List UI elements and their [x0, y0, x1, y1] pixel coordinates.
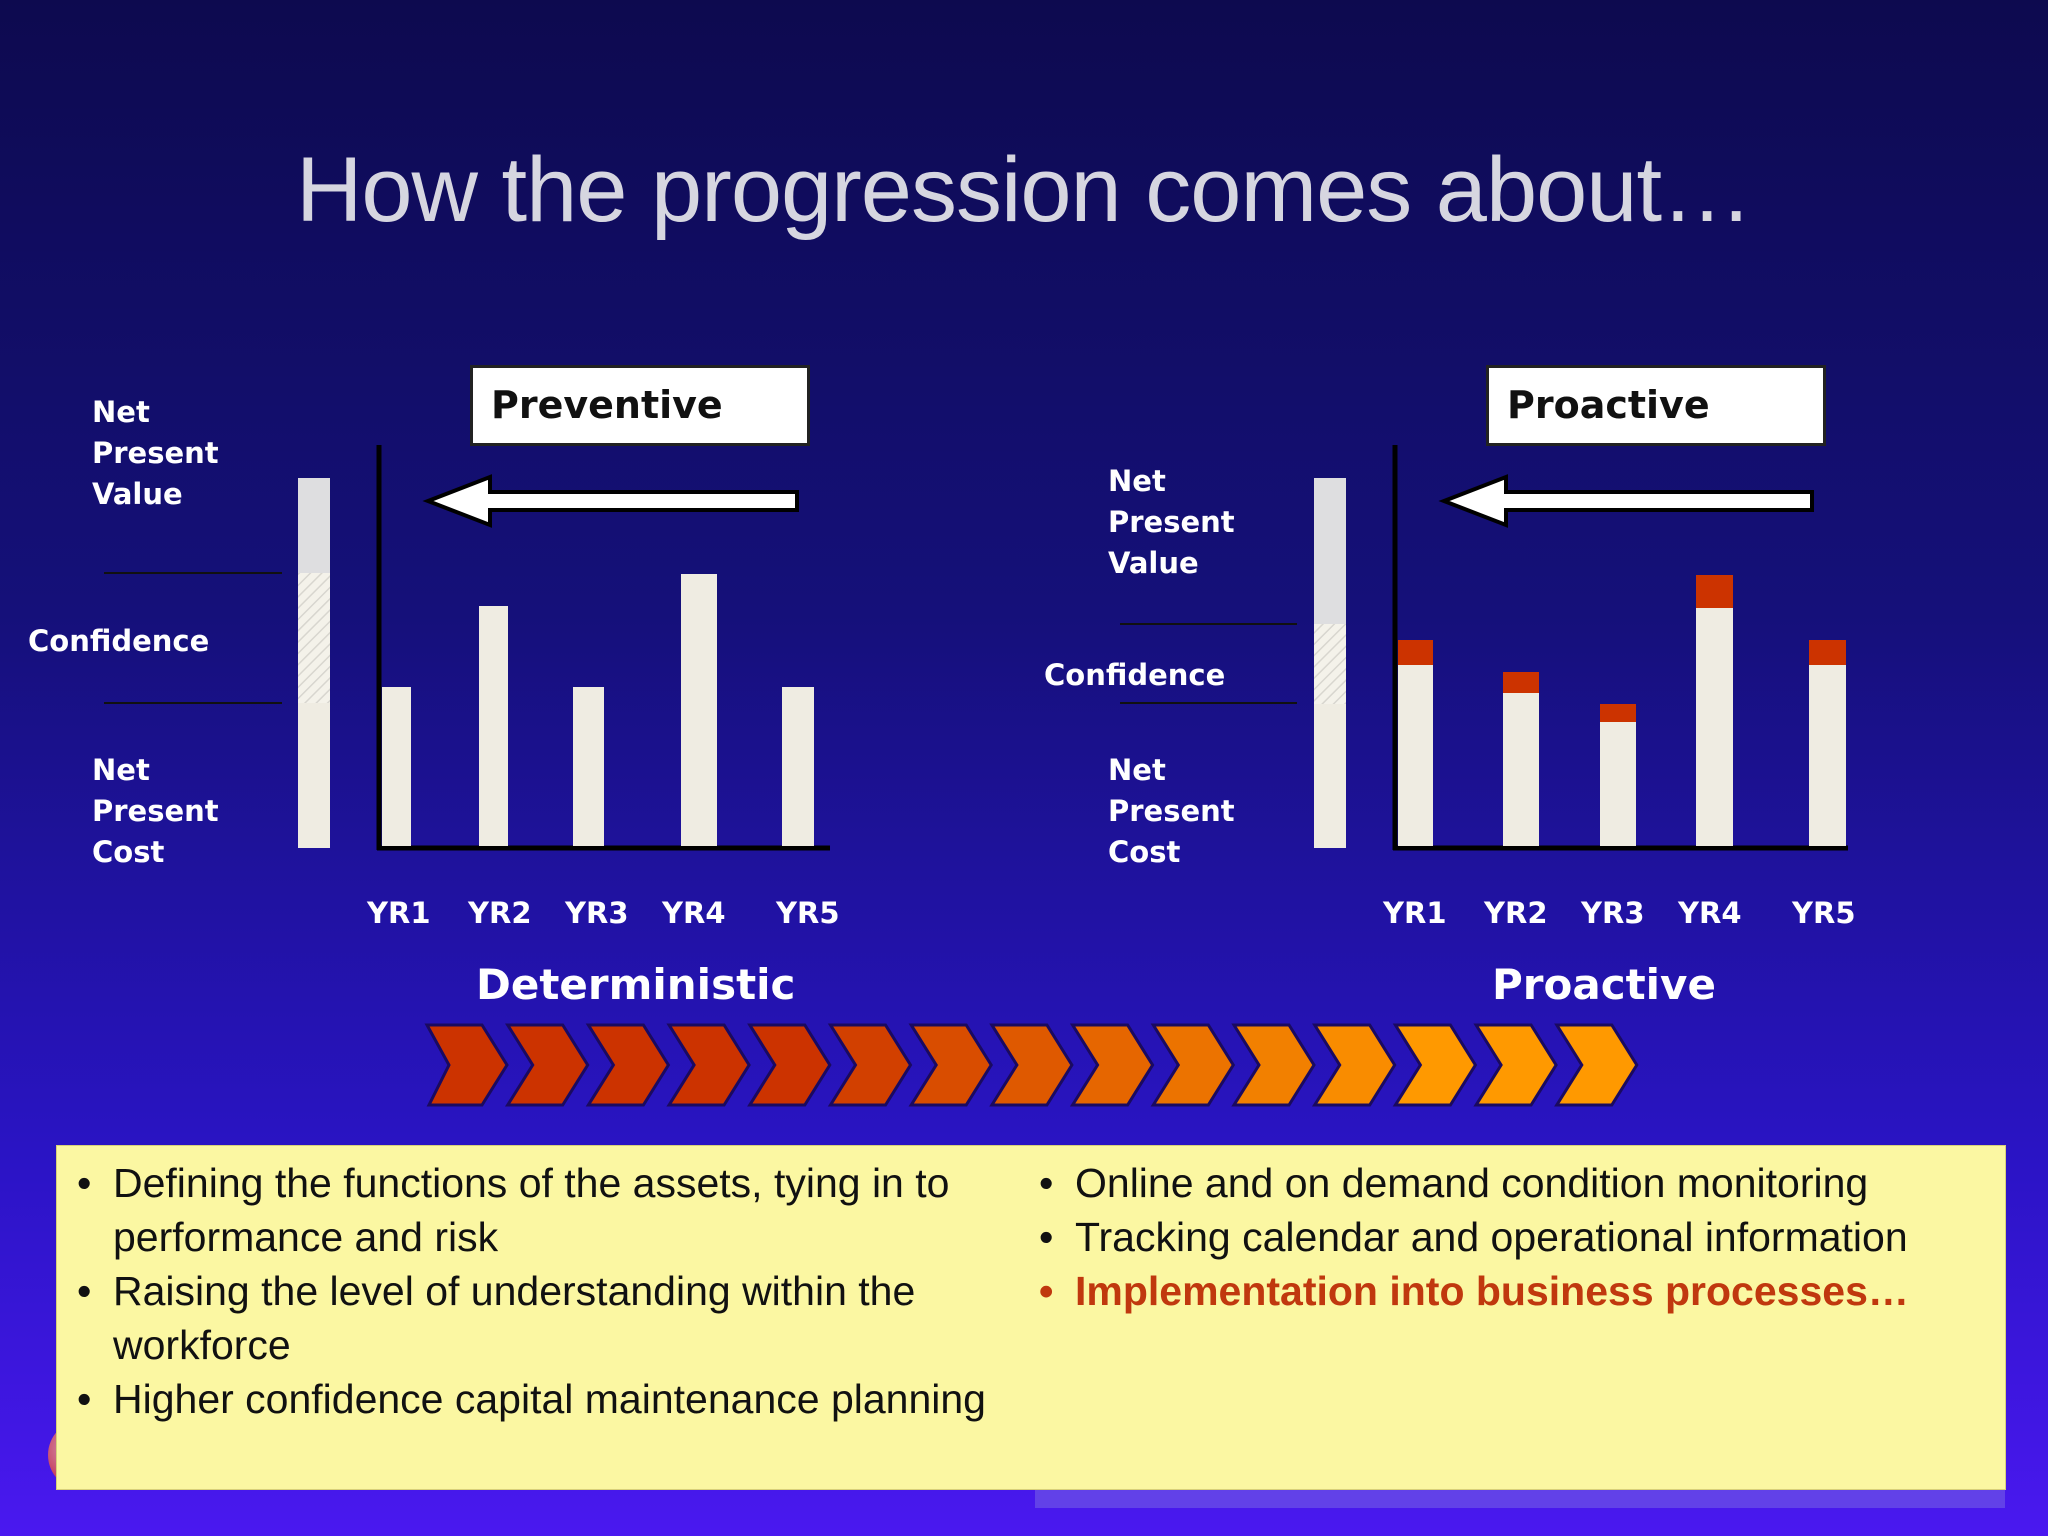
left-year-label: YR5 — [776, 896, 840, 930]
chevron-icon — [827, 1023, 913, 1107]
left-year-label: YR2 — [468, 896, 532, 930]
right-year-label: YR2 — [1484, 896, 1548, 930]
left-bar-yr1 — [382, 687, 411, 846]
right-bar-yr3 — [1600, 704, 1636, 846]
left-npv-label: Net Present Value — [92, 395, 219, 511]
left-bar-yr2 — [479, 606, 508, 846]
bullet-item: • Defining the functions of the assets, t… — [77, 1160, 950, 1260]
chevron-icon — [747, 1023, 832, 1107]
right-bar-yr5 — [1809, 640, 1846, 846]
chevron-icon — [666, 1023, 751, 1107]
chevron-icon — [989, 1023, 1074, 1107]
right-bar-yr2 — [1503, 672, 1539, 846]
slide-title: How the progression comes about… — [295, 139, 1753, 241]
left-year-label: YR3 — [565, 896, 629, 930]
right-axes — [1392, 445, 1848, 851]
right-year-label: YR5 — [1792, 896, 1856, 930]
right-year-label: YR1 — [1383, 896, 1447, 930]
chevron-icon — [1473, 1023, 1558, 1107]
right-npv-label: Net Present Value — [1108, 464, 1235, 580]
left-arrow-left-icon — [422, 474, 799, 528]
chevron-icon — [585, 1023, 671, 1107]
bullet-item: • Tracking calendar and operational infor… — [1039, 1214, 1908, 1260]
right-bar-yr4 — [1696, 575, 1733, 846]
left-bar-yr5 — [782, 687, 814, 846]
left-bullet-list: • Defining the functions of the assets, t… — [71, 1156, 1031, 1426]
deterministic-label: Deterministic — [476, 960, 796, 1009]
right-bar-yr1 — [1398, 640, 1433, 846]
right-year-label: YR3 — [1581, 896, 1645, 930]
chevron-icon — [1231, 1023, 1316, 1107]
chevron-icon — [1069, 1023, 1155, 1107]
left-confidence-label: Confidence — [28, 624, 210, 658]
chevron-icon — [1554, 1023, 1639, 1107]
left-bar-yr4 — [681, 574, 717, 846]
right-npc-label: Net Present Cost — [1108, 753, 1235, 869]
left-year-label: YR1 — [367, 896, 431, 930]
left-confidence-bar — [298, 478, 330, 848]
right-confidence-label: Confidence — [1044, 658, 1226, 692]
chevron-icon — [424, 1023, 509, 1107]
bullet-item: • Online and on demand condition monitori… — [1039, 1160, 1869, 1206]
left-bar-yr3 — [573, 687, 604, 846]
left-npc-label: Net Present Cost — [92, 753, 219, 869]
right-confidence-bar — [1314, 478, 1346, 848]
bullet-item: • Higher confidence capital maintenance p… — [77, 1376, 986, 1422]
chevron-icon — [504, 1023, 590, 1107]
chevron-icon — [1150, 1023, 1236, 1107]
right-arrow-left-icon — [1438, 474, 1814, 528]
chevron-icon — [908, 1023, 993, 1107]
left-axes — [376, 445, 830, 851]
chevron-icon — [1392, 1023, 1478, 1107]
proactive-label: Proactive — [1492, 960, 1716, 1009]
right-year-label: YR4 — [1678, 896, 1742, 930]
progression-chevrons — [424, 1023, 1639, 1107]
left-box-label: Preventive — [470, 365, 810, 446]
left-year-label: YR4 — [662, 896, 726, 930]
bullet-item-highlight: • Implementation into business processes… — [1039, 1268, 1909, 1314]
chevron-icon — [1311, 1023, 1397, 1107]
notes-panel: • Defining the functions of the assets, t… — [56, 1145, 2006, 1490]
right-bullet-list: • Online and on demand condition monitori… — [1033, 1156, 1993, 1318]
bullet-item: • Raising the level of understanding with… — [77, 1268, 916, 1368]
right-box-label: Proactive — [1486, 365, 1826, 446]
